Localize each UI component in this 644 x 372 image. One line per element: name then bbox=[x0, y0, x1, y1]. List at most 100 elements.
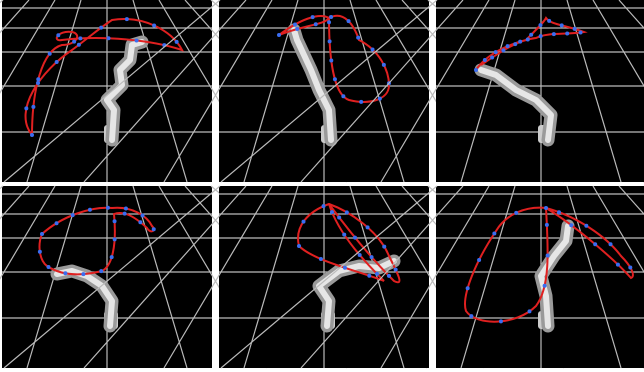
waypoint bbox=[76, 42, 81, 47]
floor-grid-line bbox=[3, 185, 221, 369]
trajectory bbox=[38, 206, 155, 276]
waypoint bbox=[327, 20, 332, 25]
waypoint bbox=[370, 47, 375, 52]
floor-grid-line bbox=[300, 185, 464, 369]
waypoint bbox=[377, 96, 382, 101]
floor-grid-line bbox=[243, 185, 299, 369]
floor-grid-line bbox=[460, 0, 516, 183]
waypoint bbox=[337, 215, 342, 220]
waypoint bbox=[301, 219, 306, 224]
waypoint bbox=[346, 19, 351, 24]
waypoint bbox=[24, 106, 29, 111]
waypoint bbox=[493, 50, 498, 55]
waypoint bbox=[556, 210, 561, 215]
floor-grid-line bbox=[380, 185, 490, 369]
waypoint bbox=[122, 211, 127, 216]
waypoint bbox=[36, 81, 41, 86]
waypoint bbox=[542, 283, 547, 288]
waypoint bbox=[551, 32, 556, 37]
waypoint bbox=[505, 44, 510, 49]
floor-grid-line bbox=[220, 0, 438, 183]
waypoint bbox=[332, 77, 337, 82]
waypoint bbox=[559, 23, 564, 28]
panel bbox=[0, 185, 428, 369]
trajectory bbox=[464, 206, 634, 323]
waypoint bbox=[469, 314, 474, 319]
robot-arm-highlight bbox=[104, 39, 145, 143]
waypoint bbox=[174, 39, 179, 44]
waypoint bbox=[123, 206, 128, 211]
waypoint bbox=[105, 205, 110, 210]
waypoint bbox=[359, 99, 364, 104]
waypoint bbox=[382, 244, 387, 249]
waypoint bbox=[352, 235, 357, 240]
waypoint bbox=[277, 33, 281, 37]
waypoint bbox=[78, 36, 83, 41]
waypoint bbox=[501, 48, 506, 53]
panel bbox=[220, 0, 644, 183]
waypoint bbox=[593, 242, 598, 247]
waypoint bbox=[99, 25, 104, 30]
robot-arm-highlight bbox=[478, 67, 554, 143]
waypoint bbox=[70, 213, 75, 218]
floor-grid-line bbox=[566, 185, 622, 369]
waypoint bbox=[112, 219, 117, 224]
floor-grid-line bbox=[349, 0, 405, 183]
waypoint bbox=[36, 77, 41, 82]
floor-grid-line bbox=[0, 0, 30, 34]
waypoint bbox=[474, 68, 478, 72]
waypoint bbox=[54, 221, 59, 226]
waypoint bbox=[381, 62, 386, 67]
waypoint bbox=[498, 319, 503, 324]
waypoint bbox=[365, 225, 370, 230]
waypoint bbox=[529, 32, 534, 37]
waypoint bbox=[40, 232, 44, 236]
waypoint bbox=[572, 26, 577, 31]
panel bbox=[3, 185, 644, 369]
waypoint bbox=[47, 51, 52, 56]
waypoint bbox=[341, 94, 346, 99]
waypoint bbox=[293, 22, 298, 27]
robot-arm-highlight bbox=[316, 258, 397, 329]
floor-grid-line bbox=[300, 0, 464, 183]
waypoint bbox=[482, 58, 487, 63]
waypoint bbox=[134, 38, 139, 43]
floor-grid-line bbox=[3, 0, 221, 183]
waypoint bbox=[490, 55, 495, 60]
floor-grid-line bbox=[0, 0, 56, 94]
waypoint bbox=[342, 265, 347, 270]
waypoint bbox=[544, 222, 549, 227]
waypoint bbox=[329, 15, 334, 20]
waypoint bbox=[124, 17, 129, 22]
waypoint bbox=[327, 39, 332, 44]
waypoint bbox=[81, 272, 86, 277]
waypoint bbox=[369, 255, 374, 260]
waypoint bbox=[106, 36, 111, 41]
waypoint bbox=[357, 253, 362, 258]
floor-grid-line bbox=[460, 185, 516, 369]
waypoint bbox=[342, 232, 347, 237]
waypoint bbox=[538, 34, 543, 39]
panel bbox=[220, 185, 644, 369]
waypoint bbox=[313, 22, 318, 27]
waypoint bbox=[545, 253, 550, 258]
waypoint bbox=[310, 15, 315, 20]
waypoint bbox=[628, 265, 633, 270]
waypoint bbox=[584, 223, 589, 228]
waypoint bbox=[140, 213, 145, 218]
floor-grid-line bbox=[163, 0, 273, 183]
floor-grid-line bbox=[380, 0, 490, 183]
waypoint bbox=[538, 23, 543, 28]
floor-grid-line bbox=[26, 0, 82, 183]
waypoint bbox=[374, 271, 379, 276]
waypoint bbox=[151, 227, 156, 232]
waypoint bbox=[54, 60, 59, 65]
waypoint bbox=[465, 286, 470, 291]
waypoint bbox=[514, 210, 519, 215]
floor-grid-line bbox=[566, 0, 622, 183]
waypoint bbox=[99, 269, 104, 274]
waypoint bbox=[138, 220, 143, 225]
waypoint bbox=[329, 58, 334, 63]
robot-arm-highlight bbox=[54, 268, 115, 329]
waypoint bbox=[37, 249, 42, 254]
